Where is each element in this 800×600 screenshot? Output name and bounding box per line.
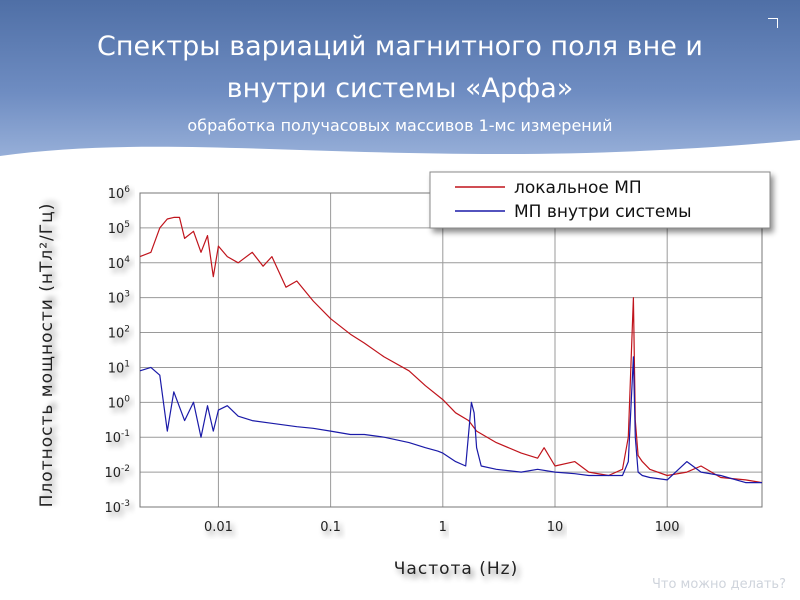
legend-label-local: локальное МП <box>514 178 642 198</box>
y-axis-label: Плотность мощности (нТл²/Гц) <box>37 203 57 508</box>
y-tick-label-7: 10-1 <box>104 429 130 446</box>
legend-label-inside: МП внутри системы <box>514 202 692 222</box>
legend-box <box>429 171 771 229</box>
y-tick-label-3: 103 <box>108 290 130 307</box>
slide-subtitle: обработка получасовых массивов 1-мс изме… <box>187 116 613 135</box>
y-tick-label-1: 105 <box>108 220 130 237</box>
series-line-1 <box>139 356 762 484</box>
x-axis-label: Частота (Hz) <box>394 559 518 579</box>
x-tick-label-0: 0.01 <box>204 520 233 535</box>
y-tick-labels: 106 105 104 103 102 101 100 10-1 10-2 10-3 <box>104 185 130 516</box>
y-tick-label-9: 10-3 <box>104 499 130 516</box>
x-tick-labels: 0.01 0.1 1 10 100 <box>204 520 680 535</box>
y-tick-label-0: 106 <box>108 185 131 202</box>
slide-title-line-2: внутри системы «Арфа» <box>226 73 574 104</box>
y-tick-label-4: 102 <box>108 325 130 342</box>
slide-title-line-1: Спектры вариаций магнитного поля вне и <box>97 31 703 62</box>
x-tick-label-1: 0.1 <box>320 520 341 535</box>
y-tick-label-8: 10-2 <box>104 464 130 481</box>
y-tick-label-5: 101 <box>108 359 130 376</box>
x-tick-label-3: 10 <box>547 520 564 535</box>
header-band <box>0 0 800 170</box>
y-tick-label-2: 104 <box>108 255 131 272</box>
x-tick-label-4: 100 <box>655 520 680 535</box>
x-tick-label-2: 1 <box>439 520 447 535</box>
grid <box>140 192 762 508</box>
footer-note: Что можно делать? <box>651 577 786 592</box>
series-layer <box>139 216 763 484</box>
series-line-0 <box>139 216 763 484</box>
y-tick-label-6: 100 <box>108 394 131 411</box>
plot-frame <box>139 192 763 508</box>
legend: локальное МП МП внутри системы <box>429 171 771 229</box>
